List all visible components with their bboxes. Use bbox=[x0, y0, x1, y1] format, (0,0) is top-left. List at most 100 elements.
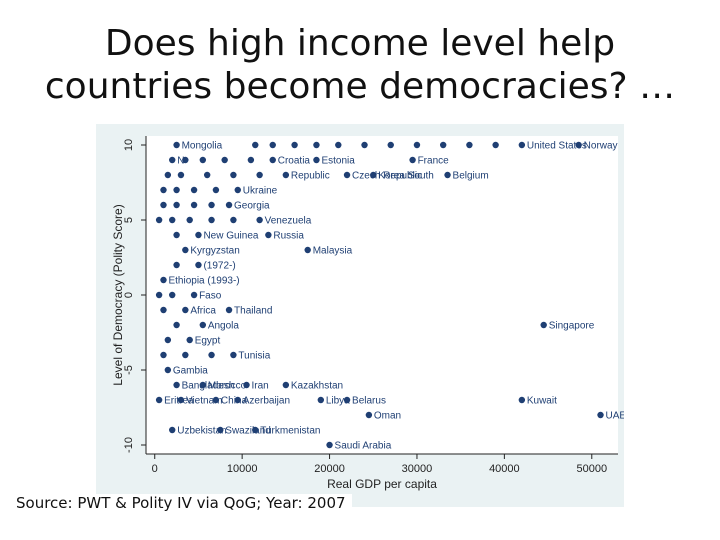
data-point bbox=[182, 246, 189, 254]
data-point bbox=[252, 426, 259, 434]
y-tick-label: 10 bbox=[123, 139, 135, 151]
point-label: Russia bbox=[273, 231, 304, 242]
point-label: Bangladesh bbox=[182, 381, 235, 392]
data-point bbox=[160, 351, 167, 359]
point-label: Ukraine bbox=[243, 186, 278, 197]
point-label: UAE bbox=[606, 411, 624, 422]
point-label: Africa bbox=[190, 306, 216, 317]
point-label: Georgia bbox=[234, 201, 270, 212]
data-point bbox=[230, 351, 237, 359]
data-point bbox=[164, 171, 172, 179]
data-point bbox=[177, 396, 185, 404]
data-point bbox=[575, 141, 582, 149]
point-label: Faso bbox=[199, 291, 222, 302]
data-point bbox=[208, 201, 215, 209]
data-point bbox=[265, 231, 272, 239]
data-point bbox=[444, 171, 451, 179]
data-point bbox=[282, 171, 290, 179]
data-point bbox=[173, 321, 180, 329]
point-label: Uzbekistan bbox=[177, 426, 226, 437]
data-point bbox=[169, 426, 176, 434]
data-point bbox=[413, 141, 421, 149]
data-point bbox=[217, 426, 224, 434]
x-tick-label: 20000 bbox=[314, 463, 345, 475]
data-point bbox=[155, 291, 163, 299]
data-point bbox=[282, 381, 290, 389]
point-label: Norway bbox=[584, 141, 618, 152]
point-label: Angola bbox=[208, 321, 240, 332]
data-point bbox=[365, 411, 373, 419]
data-point bbox=[225, 306, 233, 314]
point-label: Azerbaijan bbox=[243, 396, 290, 407]
data-point bbox=[173, 201, 180, 209]
y-axis-label: Level of Democracy (Polity Score) bbox=[111, 204, 125, 385]
point-label: Kuwait bbox=[527, 396, 557, 407]
data-point bbox=[221, 156, 228, 164]
data-point bbox=[169, 216, 176, 224]
point-label: China bbox=[221, 396, 248, 407]
data-point bbox=[243, 381, 250, 389]
x-tick-label: 50000 bbox=[576, 463, 607, 475]
data-point bbox=[208, 351, 215, 359]
data-point bbox=[225, 201, 233, 209]
scatter-chart: -10 -5 0 5 10 0 10000 20000 30000 40000 50000 Mong… bbox=[96, 124, 624, 507]
data-point bbox=[177, 171, 185, 179]
data-point bbox=[466, 141, 473, 149]
data-point bbox=[492, 141, 499, 149]
data-point bbox=[195, 261, 202, 269]
data-point bbox=[199, 156, 207, 164]
data-point bbox=[269, 156, 276, 164]
data-point bbox=[518, 141, 526, 149]
point-label: Tunisia bbox=[238, 351, 270, 362]
point-label: Croatia bbox=[278, 156, 311, 167]
data-point bbox=[203, 171, 211, 179]
point-label: Vietnam bbox=[186, 396, 223, 407]
data-point bbox=[234, 186, 241, 194]
point-label: Kazakhstan bbox=[291, 381, 343, 392]
point-label: France bbox=[418, 156, 450, 167]
data-point bbox=[160, 201, 167, 209]
y-tick-label: -10 bbox=[123, 437, 135, 453]
y-tick-label: 5 bbox=[123, 217, 135, 223]
data-point bbox=[155, 396, 163, 404]
data-point bbox=[186, 216, 193, 224]
data-point bbox=[173, 141, 180, 149]
point-label: Ethiopia (1993-) bbox=[168, 276, 239, 287]
point-label: New Guinea bbox=[203, 231, 258, 242]
point-label: Belarus bbox=[352, 396, 386, 407]
data-point bbox=[313, 141, 320, 149]
data-point bbox=[252, 141, 259, 149]
point-label: Morocco bbox=[208, 381, 247, 392]
data-point bbox=[164, 366, 172, 374]
point-label: Venezuela bbox=[265, 216, 312, 227]
data-point bbox=[173, 381, 180, 389]
data-point bbox=[313, 156, 320, 164]
plot-area bbox=[146, 136, 618, 454]
data-point bbox=[256, 171, 263, 179]
data-point bbox=[173, 231, 180, 239]
data-point bbox=[169, 291, 176, 299]
data-point bbox=[230, 171, 237, 179]
point-label: Libya bbox=[326, 396, 350, 407]
data-point bbox=[370, 171, 377, 179]
point-label: Belgium bbox=[453, 171, 489, 182]
x-axis-label: Real GDP per capita bbox=[327, 477, 437, 491]
point-label: N bbox=[177, 156, 184, 167]
data-point bbox=[335, 141, 342, 149]
point-label: (1972-) bbox=[203, 261, 235, 272]
data-point bbox=[182, 306, 189, 314]
x-tick-label: 10000 bbox=[227, 463, 258, 475]
point-label: Singapore bbox=[549, 321, 595, 332]
data-point bbox=[212, 186, 220, 194]
data-point bbox=[190, 291, 198, 299]
data-point bbox=[230, 216, 237, 224]
point-label: Egypt bbox=[195, 336, 221, 347]
data-point bbox=[164, 336, 172, 344]
point-label: Thailand bbox=[234, 306, 272, 317]
x-tick-label: 0 bbox=[152, 463, 158, 475]
point-label: Swaziland bbox=[225, 426, 271, 437]
point-label: Oman bbox=[374, 411, 401, 422]
point-label: Czech Republic bbox=[352, 171, 422, 182]
point-label: United States bbox=[527, 141, 587, 152]
